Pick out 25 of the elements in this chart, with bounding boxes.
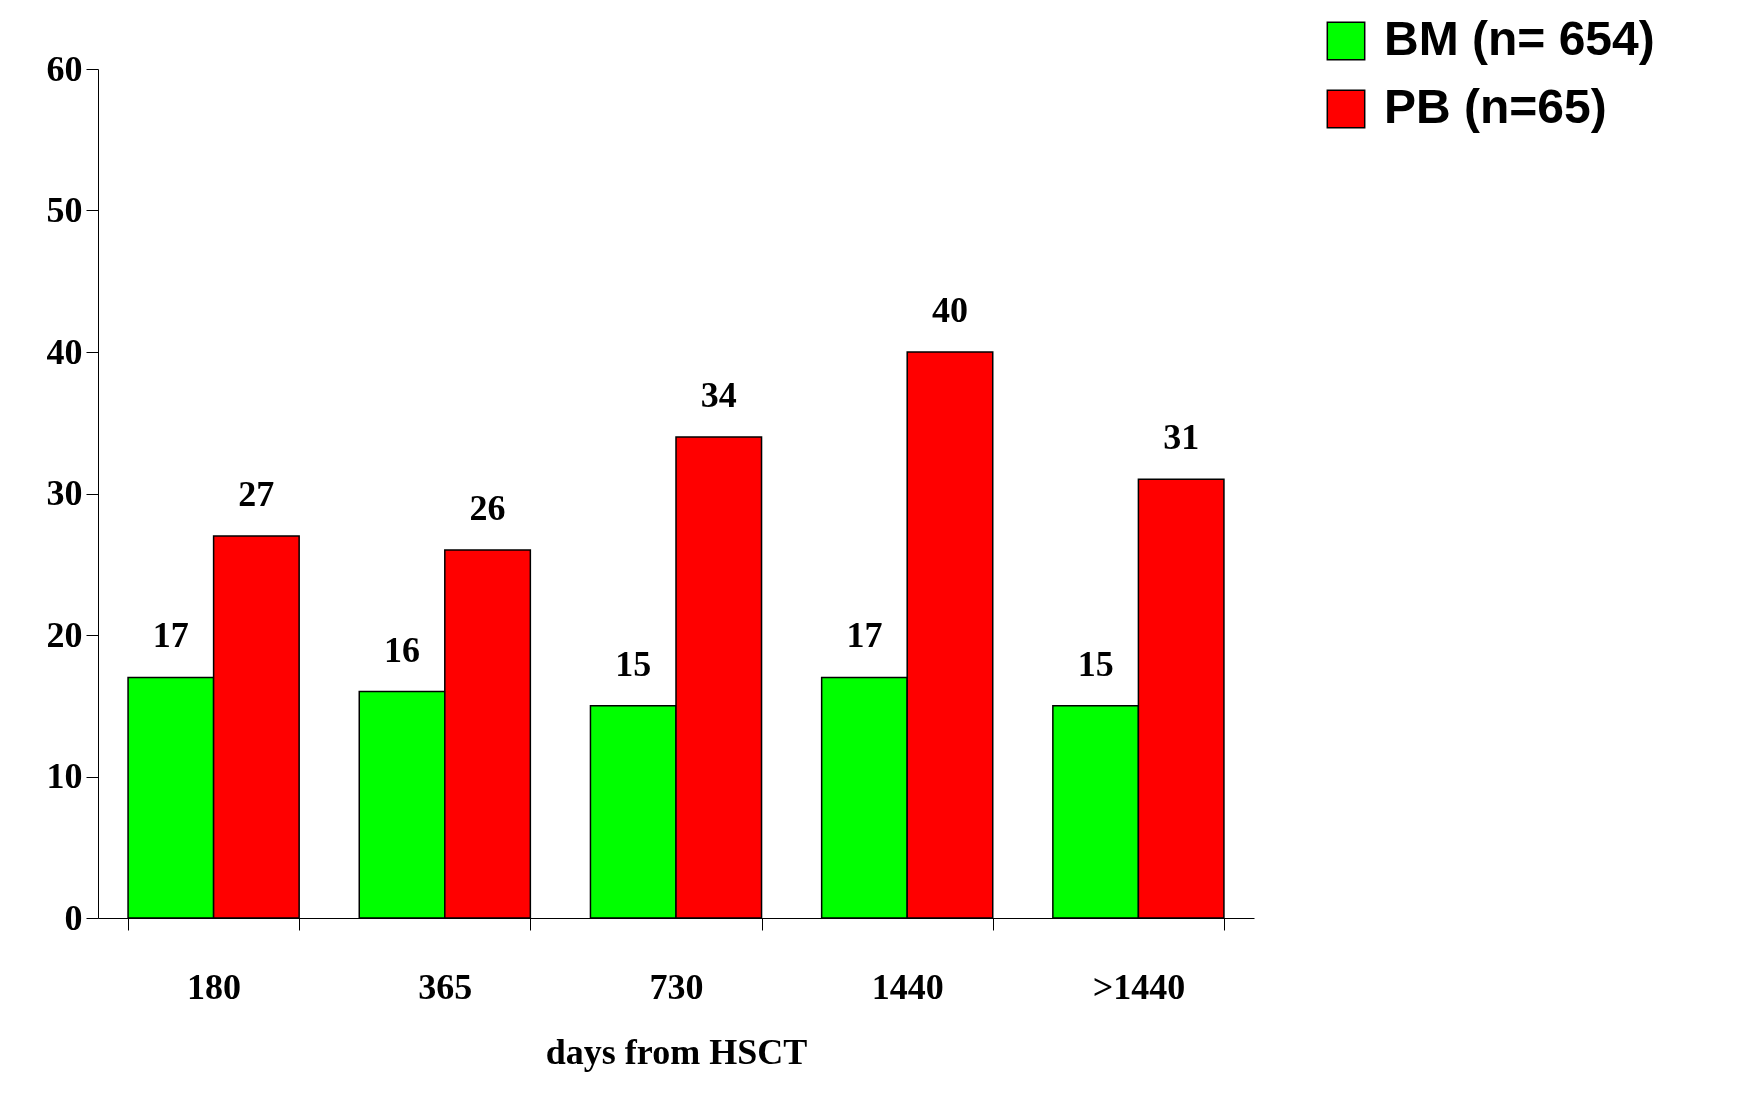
x-tick-label: 730 — [649, 966, 704, 1007]
data-label: 34 — [700, 374, 737, 415]
y-tick-label: 10 — [46, 756, 83, 796]
x-tick-label: 1440 — [871, 966, 944, 1007]
y-tick-label: 30 — [46, 473, 83, 513]
data-label: 15 — [1077, 643, 1114, 684]
legend-label: BM (n= 654) — [1384, 12, 1655, 65]
data-label: 17 — [846, 615, 883, 656]
x-tick-label: 180 — [187, 966, 242, 1007]
legend-label: PB (n=65) — [1384, 80, 1607, 133]
data-label: 40 — [931, 290, 968, 330]
x-tick-label: >1440 — [1092, 966, 1186, 1007]
data-label: 17 — [152, 615, 189, 656]
x-axis-title: days from HSCT — [545, 1031, 808, 1072]
y-tick-label: 60 — [46, 48, 83, 89]
data-label: 26 — [469, 488, 506, 529]
data-label: 27 — [238, 473, 275, 514]
data-label: 16 — [384, 629, 421, 670]
x-tick-label: 365 — [418, 966, 473, 1007]
data-label: 15 — [615, 643, 652, 684]
y-tick-label: 20 — [46, 614, 83, 655]
y-tick-label: 0 — [64, 897, 83, 938]
y-tick-label: 50 — [46, 190, 83, 230]
data-label: 31 — [1163, 417, 1200, 458]
y-tick-label: 40 — [46, 331, 83, 372]
